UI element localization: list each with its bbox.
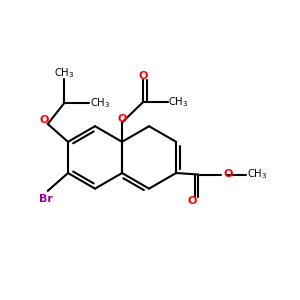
Text: O: O xyxy=(39,115,49,125)
Text: Br: Br xyxy=(39,194,53,204)
Text: CH$_3$: CH$_3$ xyxy=(168,95,189,109)
Text: CH$_3$: CH$_3$ xyxy=(89,96,110,110)
Text: CH$_3$: CH$_3$ xyxy=(247,168,267,182)
Text: O: O xyxy=(138,71,148,81)
Text: O: O xyxy=(224,169,233,179)
Text: O: O xyxy=(188,196,197,206)
Text: CH$_3$: CH$_3$ xyxy=(54,67,74,80)
Text: O: O xyxy=(117,114,127,124)
